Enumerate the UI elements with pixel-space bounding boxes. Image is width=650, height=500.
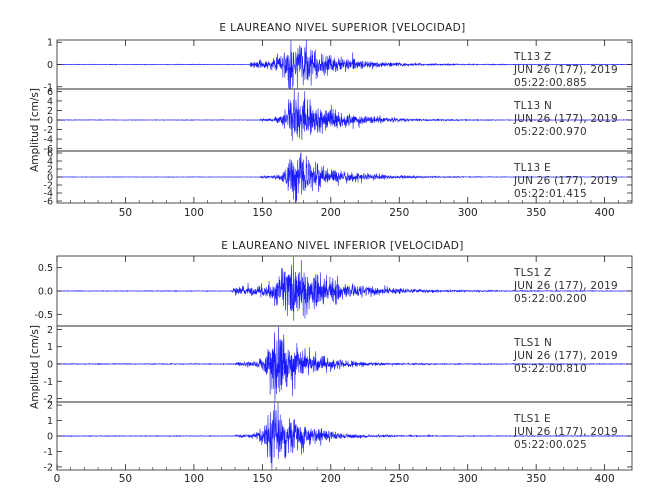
date-label: JUN 26 (177), 2019 (513, 113, 618, 125)
date-label: JUN 26 (177), 2019 (513, 426, 618, 438)
y-axis-label: Amplitud [cm/s] (29, 88, 41, 172)
x-tick-label: 50 (119, 473, 132, 485)
y-tick-label: 4 (47, 157, 53, 168)
date-label: JUN 26 (177), 2019 (513, 64, 618, 76)
y-tick-label: -6 (44, 144, 53, 155)
y-tick-label: 0 (47, 60, 53, 71)
time-label: 05:22:00.970 (514, 126, 587, 138)
x-tick-label: 250 (389, 207, 409, 219)
date-label: JUN 26 (177), 2019 (513, 350, 618, 362)
x-tick-label: 0 (54, 473, 61, 485)
x-tick-label: 300 (458, 207, 478, 219)
x-tick-label: 200 (321, 207, 341, 219)
y-tick-label: 2 (47, 106, 53, 117)
time-label: 05:22:00.810 (514, 363, 587, 375)
time-label: 05:22:00.200 (514, 293, 587, 305)
y-tick-label: 0.5 (38, 263, 53, 274)
waveform-trace (56, 256, 632, 321)
date-label: JUN 26 (177), 2019 (513, 175, 618, 187)
chart-1: E LAUREANO NIVEL INFERIOR [VELOCIDAD] Amp… (29, 240, 633, 485)
y-tick-label: 1 (47, 342, 53, 353)
y-tick-label: 4 (47, 96, 53, 107)
chart-title: E LAUREANO NIVEL SUPERIOR [VELOCIDAD] (219, 22, 465, 34)
y-tick-label: 0 (47, 432, 53, 443)
station-label: TL13 N (513, 100, 552, 112)
waveform-trace (56, 326, 632, 402)
y-tick-label: 0 (47, 173, 53, 184)
y-tick-label: -2 (44, 181, 53, 192)
y-tick-label: -6 (44, 197, 53, 208)
station-label: TLS1 N (513, 337, 552, 349)
time-label: 05:22:01.415 (514, 188, 587, 200)
y-axis-label: Amplitud [cm/s] (29, 325, 41, 409)
y-tick-label: 0 (47, 116, 53, 127)
chart-0: E LAUREANO NIVEL SUPERIOR [VELOCIDAD] Amp… (29, 22, 633, 219)
x-tick-label: 150 (252, 473, 272, 485)
y-tick-label: -0.5 (34, 310, 53, 321)
station-label: TLS1 Z (513, 267, 551, 279)
y-tick-label: 2 (47, 401, 53, 412)
y-tick-label: -1 (44, 447, 53, 458)
date-label: JUN 26 (177), 2019 (513, 280, 618, 292)
y-tick-label: -4 (44, 135, 53, 146)
y-tick-label: 6 (47, 87, 53, 98)
y-tick-label: -1 (44, 377, 53, 388)
y-tick-label: 1 (47, 38, 53, 49)
x-tick-label: 150 (252, 207, 272, 219)
y-tick-label: 6 (47, 149, 53, 160)
station-label: TLS1 E (513, 413, 551, 425)
y-tick-label: 1 (47, 416, 53, 427)
x-tick-label: 300 (458, 473, 478, 485)
station-label: TL13 E (513, 162, 551, 174)
x-tick-label: 400 (595, 207, 615, 219)
time-label: 05:22:00.025 (514, 439, 587, 451)
y-tick-label: -1 (44, 82, 53, 93)
waveform-trace (56, 89, 632, 141)
x-tick-label: 250 (389, 473, 409, 485)
y-tick-label: -2 (44, 462, 53, 473)
x-tick-label: 350 (526, 207, 546, 219)
y-tick-label: -2 (44, 125, 53, 136)
y-tick-label: 0.0 (38, 287, 53, 298)
y-tick-label: 2 (47, 165, 53, 176)
waveform-trace (56, 152, 632, 203)
chart-title: E LAUREANO NIVEL INFERIOR [VELOCIDAD] (221, 240, 464, 252)
x-tick-label: 100 (184, 473, 204, 485)
station-label: TL13 Z (513, 51, 551, 63)
x-tick-label: 400 (595, 473, 615, 485)
x-tick-label: 350 (526, 473, 546, 485)
x-tick-label: 100 (184, 207, 204, 219)
y-tick-label: 0 (47, 360, 53, 371)
y-tick-label: -2 (44, 394, 53, 405)
y-tick-label: -4 (44, 189, 53, 200)
waveform-trace (56, 402, 633, 470)
x-tick-label: 200 (321, 473, 341, 485)
y-tick-label: 2 (47, 325, 53, 336)
x-tick-label: 50 (119, 207, 132, 219)
time-label: 05:22:00.885 (514, 77, 587, 89)
waveform-trace (56, 40, 632, 89)
